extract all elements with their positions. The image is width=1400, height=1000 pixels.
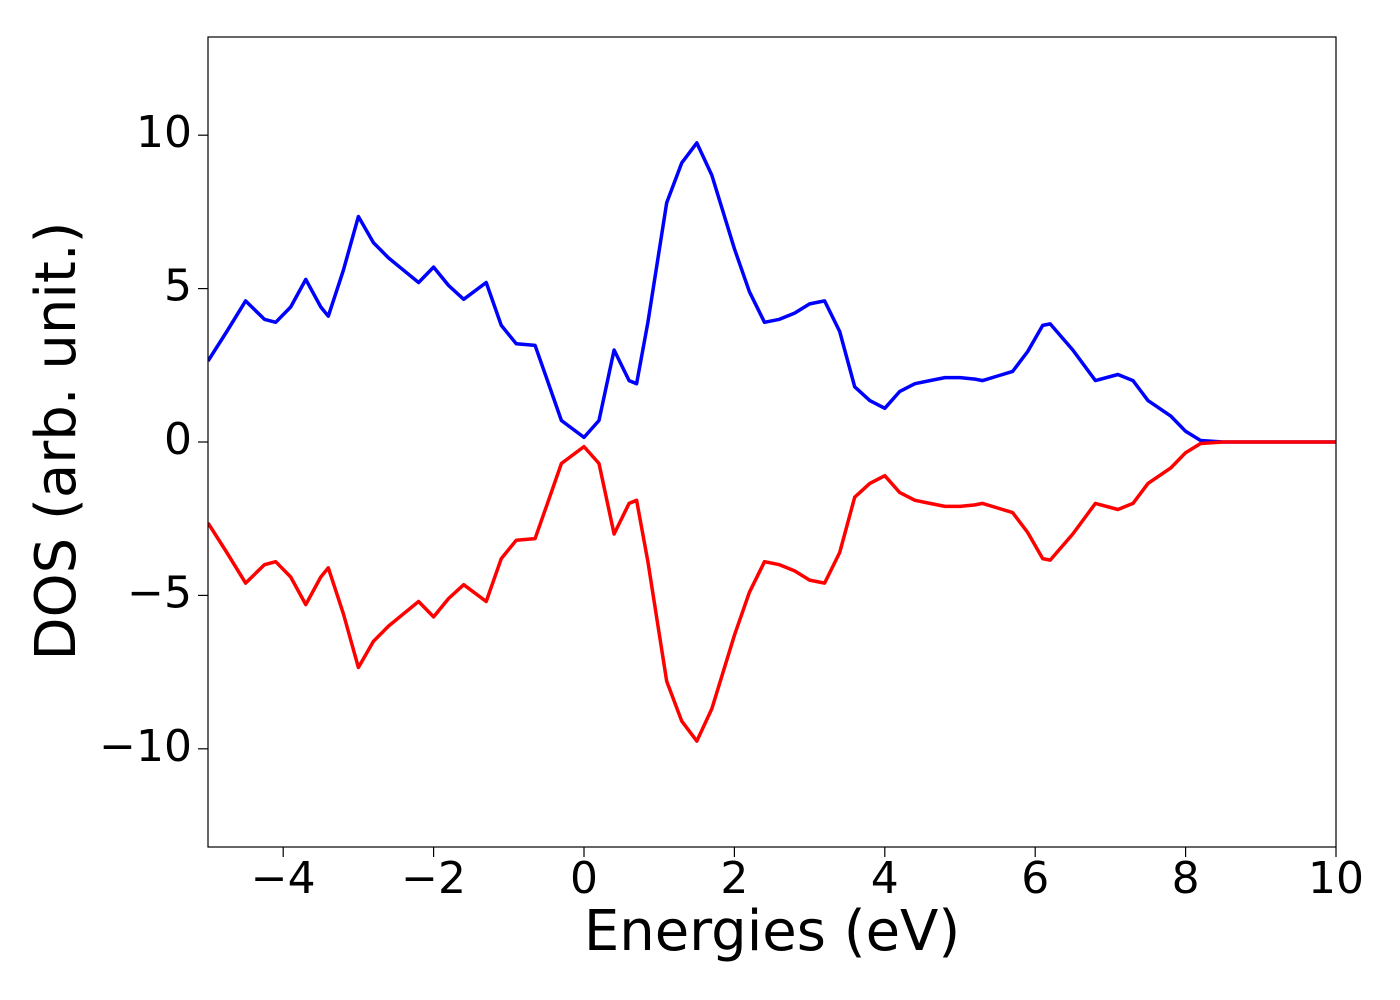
x-axis-label: Energies (eV) [584,899,960,964]
x-tick-label: 10 [1308,853,1364,904]
plot-frame [207,36,1337,848]
dos-line [208,440,1336,743]
y-tick-label: 5 [164,261,192,312]
x-tick-label: 2 [720,853,748,904]
x-tick-label: 0 [570,853,598,904]
x-tick-label: 6 [1021,853,1049,904]
dos-line [208,141,1336,444]
y-axis-label: DOS (arb. unit.) [24,221,89,660]
x-tick-label: −2 [401,853,466,904]
x-tick-label: −4 [251,853,316,904]
y-tick-label: 10 [136,107,192,158]
y-tick-label: −5 [127,567,192,618]
x-tick-label: 4 [871,853,899,904]
y-tick-label: 0 [164,414,192,465]
x-tick-label: 8 [1172,853,1200,904]
y-tick-label: −10 [99,721,192,772]
